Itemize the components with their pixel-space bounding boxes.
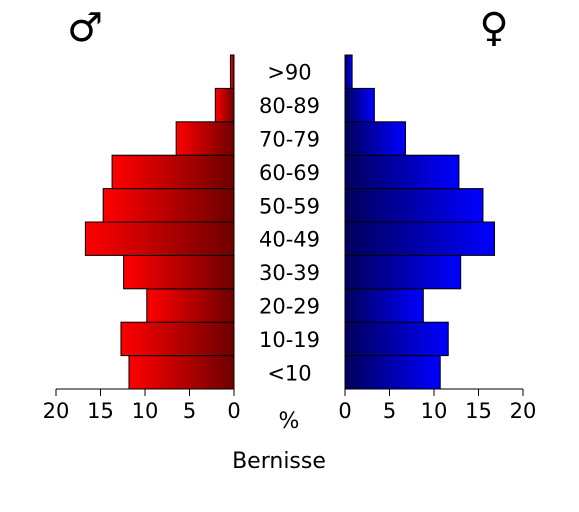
female-bars xyxy=(344,54,496,390)
female-bar-7 xyxy=(344,121,407,156)
female-bar-8 xyxy=(344,87,375,123)
male-bars xyxy=(84,54,235,390)
female-bar-5 xyxy=(344,188,484,223)
age-group-label-2: 20-29 xyxy=(259,295,320,319)
male-axis-tick-label-4: 20 xyxy=(43,399,70,423)
female-axis-tick-label-4: 20 xyxy=(510,399,537,423)
age-group-labels: <10 10-19 20-29 30-39 40-49 50-59 60-69 70-79 80… xyxy=(259,61,320,386)
male-axis-tick-label-2: 10 xyxy=(132,399,159,423)
age-group-label-8: 80-89 xyxy=(259,94,320,118)
female-symbol: ♀ xyxy=(479,5,508,51)
male-bar-3 xyxy=(123,254,235,290)
female-bar-1 xyxy=(344,321,449,357)
female-axis-tick-label-2: 10 xyxy=(421,399,448,423)
male-bar-0 xyxy=(128,355,235,390)
female-axis-tick-label-3: 15 xyxy=(465,399,492,423)
age-group-label-1: 10-19 xyxy=(259,328,320,352)
male-axis-tick-label-1: 5 xyxy=(183,399,196,423)
male-bar-5 xyxy=(102,188,235,223)
age-group-label-5: 50-59 xyxy=(259,194,320,218)
male-x-axis: 0 5 10 15 20 xyxy=(43,388,241,423)
female-axis-tick-label-0: 0 xyxy=(338,399,351,423)
age-group-label-3: 30-39 xyxy=(259,261,320,285)
age-group-label-7: 70-79 xyxy=(259,128,320,152)
male-bar-1 xyxy=(120,321,235,357)
male-bar-8 xyxy=(214,87,235,123)
male-bar-2 xyxy=(146,288,235,323)
female-bar-0 xyxy=(344,355,441,390)
age-group-label-6: 60-69 xyxy=(259,161,320,185)
female-bar-2 xyxy=(344,288,424,323)
female-axis-tick-label-1: 5 xyxy=(383,399,396,423)
male-bar-7 xyxy=(175,121,235,156)
female-bar-3 xyxy=(344,254,462,290)
female-bar-4 xyxy=(344,221,496,256)
male-axis-tick-label-3: 15 xyxy=(87,399,114,423)
male-bar-4 xyxy=(84,221,235,256)
male-symbol: ♂ xyxy=(67,5,103,51)
male-bar-9 xyxy=(229,54,235,89)
unit-label: % xyxy=(279,409,300,434)
age-group-label-9: >90 xyxy=(267,61,311,85)
x-axis-title: Bernisse xyxy=(232,449,326,474)
male-axis-tick-label-0: 0 xyxy=(227,399,240,423)
female-bar-6 xyxy=(344,154,460,190)
female-bar-9 xyxy=(344,54,353,89)
age-group-label-4: 40-49 xyxy=(259,228,320,252)
male-bar-6 xyxy=(111,154,235,190)
female-x-axis: 0 5 10 15 20 xyxy=(338,388,537,423)
age-group-label-0: <10 xyxy=(267,361,311,385)
